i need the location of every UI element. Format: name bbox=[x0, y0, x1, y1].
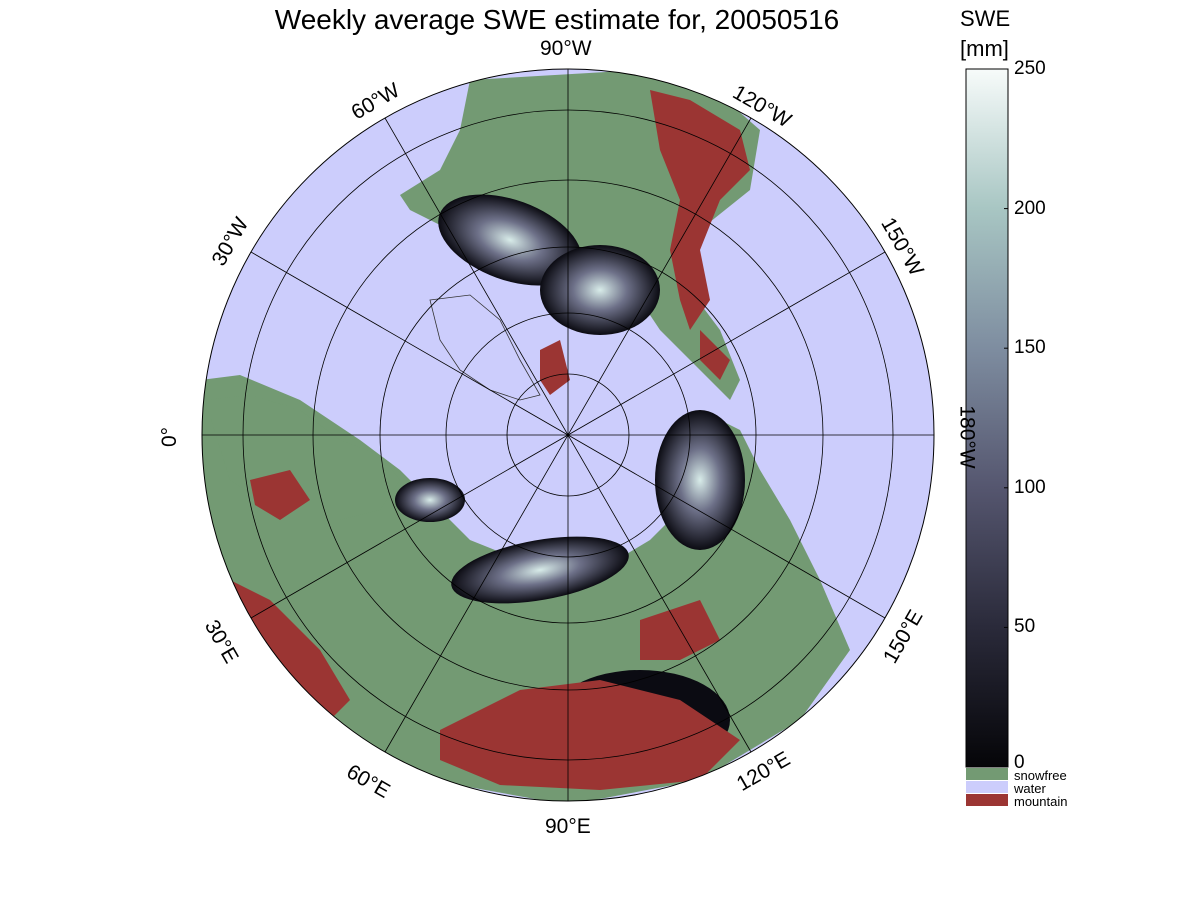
graticule bbox=[202, 69, 934, 801]
legend-swatch-water bbox=[966, 781, 1008, 793]
legend-label-water: water bbox=[1014, 781, 1046, 796]
lon-label-180w: 180°W bbox=[955, 405, 979, 469]
legend-swatch-snowfree bbox=[966, 768, 1008, 780]
colorbar-tick-label: 150 bbox=[1014, 337, 1046, 358]
legend-label-mountain: mountain bbox=[1014, 794, 1068, 809]
map-border bbox=[201, 68, 935, 802]
map-content bbox=[202, 69, 934, 801]
colorbar bbox=[965, 68, 1009, 768]
snow-arctic-islands bbox=[540, 245, 660, 335]
colorbar-tick-label: 200 bbox=[1014, 198, 1046, 219]
landmass-greenland bbox=[429, 294, 541, 401]
snow-siberia-west bbox=[451, 536, 629, 604]
lon-label-90w: 90°W bbox=[540, 37, 592, 60]
colorbar-tick-label: 250 bbox=[1014, 58, 1046, 79]
lon-label-0: 0° bbox=[158, 426, 182, 448]
snow-scandinavia bbox=[395, 478, 465, 522]
colorbar-title: SWE bbox=[960, 6, 1011, 31]
lon-label-90e: 90°E bbox=[545, 815, 591, 838]
snow-canada bbox=[438, 194, 582, 286]
legend-swatch-mountain bbox=[966, 794, 1008, 806]
colorbar-tick-label: 0 bbox=[1014, 752, 1025, 773]
map-title: Weekly average SWE estimate for, 2005051… bbox=[274, 4, 840, 35]
colorbar-unit: [mm] bbox=[960, 36, 1009, 61]
colorbar-tick-label: 100 bbox=[1014, 477, 1046, 498]
colorbar-ticks bbox=[1004, 68, 1008, 768]
legend-label-snowfree: snowfree bbox=[1014, 768, 1067, 783]
snow-siberia-east bbox=[655, 410, 745, 550]
colorbar-tick-label: 50 bbox=[1014, 616, 1036, 637]
